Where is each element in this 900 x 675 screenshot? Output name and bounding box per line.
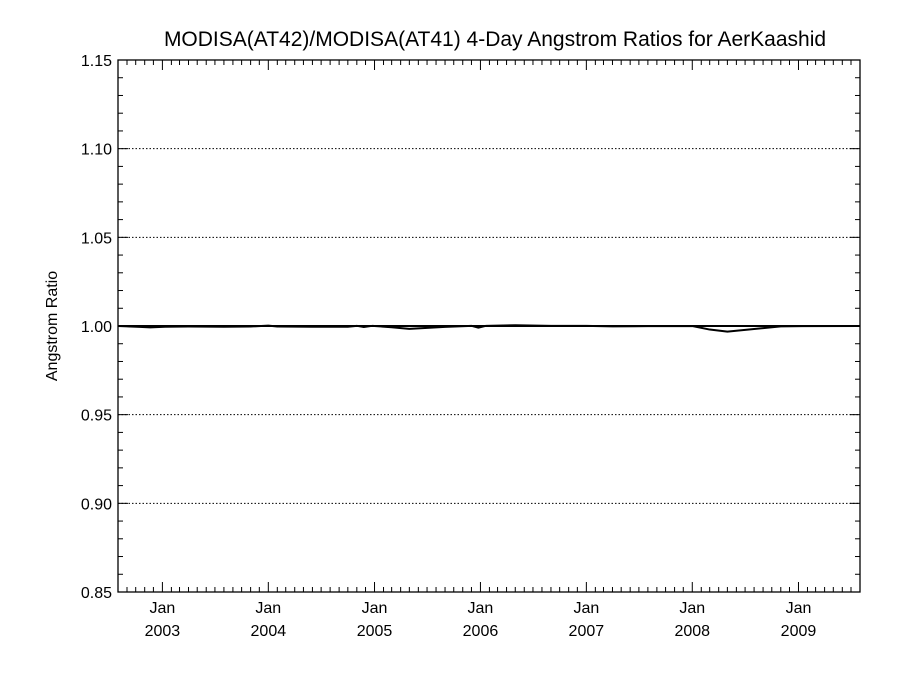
y-axis-label: Angstrom Ratio (44, 271, 61, 381)
x-tick-month-label: Jan (786, 600, 812, 617)
x-tick-month-label: Jan (573, 600, 599, 617)
x-tick-month-label: Jan (149, 600, 175, 617)
x-tick-year-label: 2004 (251, 623, 287, 640)
x-tick-month-label: Jan (255, 600, 281, 617)
x-tick-year-label: 2006 (463, 623, 499, 640)
x-tick-month-label: Jan (468, 600, 494, 617)
series-line (117, 324, 861, 333)
y-tick-label: 1.00 (81, 319, 112, 336)
y-tick-label: 0.90 (81, 496, 112, 513)
minor-ticks (118, 60, 860, 592)
y-tick-label: 0.85 (81, 585, 112, 602)
y-tick-label: 1.10 (81, 142, 112, 159)
x-tick-year-label: 2003 (145, 623, 181, 640)
x-tick-month-label: Jan (362, 600, 388, 617)
chart-title: MODISA(AT42)/MODISA(AT41) 4-Day Angstrom… (163, 28, 827, 51)
x-axis-ticks: Jan 2003 Jan 2004 Jan 2005 Jan 2006 Jan 2007 Jan 20… (145, 60, 817, 640)
y-tick-label: 1.15 (81, 53, 112, 70)
y-axis-ticks: 0.85 0.90 0.95 1.00 1.05 1.10 1.15 (81, 53, 860, 602)
y-tick-label: 0.95 (81, 408, 112, 425)
y-tick-label: 1.05 (81, 230, 112, 247)
x-tick-year-label: 2007 (569, 623, 605, 640)
x-tick-month-label: Jan (679, 600, 705, 617)
x-tick-year-label: 2009 (781, 623, 817, 640)
x-tick-year-label: 2005 (357, 623, 393, 640)
x-tick-year-label: 2008 (674, 623, 710, 640)
